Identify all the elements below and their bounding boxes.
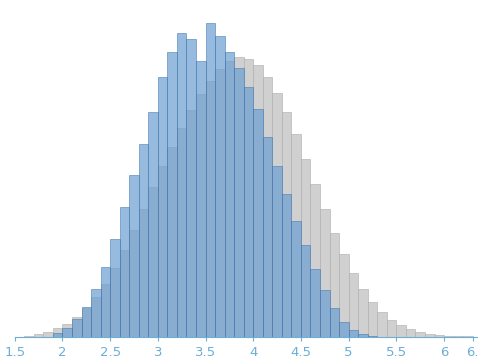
Bar	[225, 52, 234, 337]
Bar	[158, 166, 167, 337]
Bar	[330, 308, 339, 337]
Bar	[167, 147, 177, 337]
Bar	[282, 112, 291, 337]
Bar	[148, 187, 158, 337]
Bar	[167, 52, 177, 337]
Bar	[253, 109, 263, 337]
Bar	[415, 332, 425, 337]
Bar	[396, 325, 406, 337]
Bar	[206, 81, 215, 337]
Bar	[110, 268, 120, 337]
Bar	[454, 336, 463, 337]
Bar	[91, 297, 101, 337]
Bar	[72, 317, 81, 337]
Bar	[81, 307, 91, 337]
Bar	[120, 250, 129, 337]
Bar	[291, 134, 301, 337]
Bar	[387, 320, 396, 337]
Bar	[110, 238, 120, 337]
Bar	[225, 61, 234, 337]
Bar	[101, 284, 110, 337]
Bar	[253, 65, 263, 337]
Bar	[196, 94, 206, 337]
Bar	[263, 137, 272, 337]
Bar	[101, 267, 110, 337]
Bar	[177, 128, 186, 337]
Bar	[215, 69, 225, 337]
Bar	[72, 319, 81, 337]
Bar	[320, 290, 330, 337]
Bar	[244, 59, 253, 337]
Bar	[186, 39, 196, 337]
Bar	[24, 335, 34, 337]
Bar	[272, 93, 282, 337]
Bar	[282, 194, 291, 337]
Bar	[234, 68, 244, 337]
Bar	[444, 335, 454, 337]
Bar	[358, 289, 368, 337]
Bar	[81, 308, 91, 337]
Bar	[215, 36, 225, 337]
Bar	[158, 77, 167, 337]
Bar	[368, 336, 377, 337]
Bar	[272, 166, 282, 337]
Bar	[44, 332, 53, 337]
Bar	[358, 334, 368, 337]
Bar	[301, 245, 311, 337]
Bar	[406, 329, 415, 337]
Bar	[34, 334, 44, 337]
Bar	[53, 333, 62, 337]
Bar	[186, 110, 196, 337]
Bar	[263, 77, 272, 337]
Bar	[62, 328, 72, 337]
Bar	[206, 23, 215, 337]
Bar	[330, 233, 339, 337]
Bar	[291, 221, 301, 337]
Bar	[129, 175, 139, 337]
Bar	[139, 208, 148, 337]
Bar	[339, 254, 348, 337]
Bar	[348, 330, 358, 337]
Bar	[339, 322, 348, 337]
Bar	[148, 112, 158, 337]
Bar	[320, 209, 330, 337]
Bar	[244, 86, 253, 337]
Bar	[177, 33, 186, 337]
Bar	[196, 61, 206, 337]
Bar	[53, 328, 62, 337]
Bar	[234, 57, 244, 337]
Bar	[311, 269, 320, 337]
Bar	[368, 302, 377, 337]
Bar	[377, 312, 387, 337]
Bar	[348, 273, 358, 337]
Bar	[91, 289, 101, 337]
Bar	[425, 334, 435, 337]
Bar	[311, 184, 320, 337]
Bar	[62, 323, 72, 337]
Bar	[301, 159, 311, 337]
Bar	[435, 335, 444, 337]
Bar	[129, 230, 139, 337]
Bar	[120, 207, 129, 337]
Bar	[139, 143, 148, 337]
